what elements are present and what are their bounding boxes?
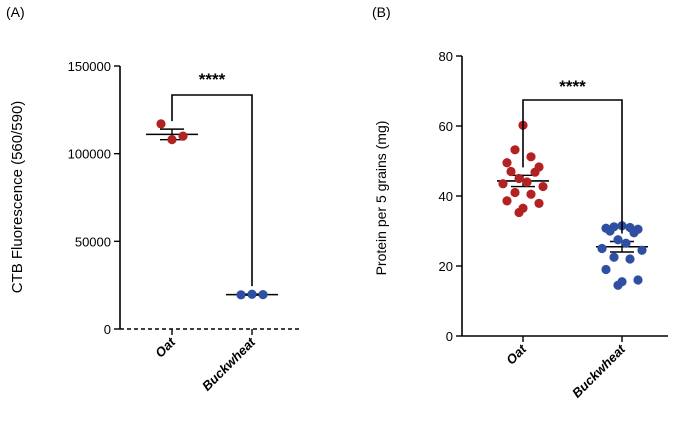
panel-b-label: (B)	[372, 4, 391, 20]
panel-b-significance-bracket	[522, 99, 623, 234]
panel-b-point-oat	[522, 177, 532, 187]
panel-b-point-buckwheat	[609, 252, 619, 262]
panel-b-point-oat	[538, 181, 548, 192]
panel-b-point-oat	[526, 152, 536, 162]
panel-b-point-oat	[510, 187, 520, 198]
panel-b-point-buckwheat	[605, 226, 615, 236]
panel-b-point-oat	[498, 179, 508, 189]
panel-b-y-axis-label: Protein per 5 grains (mg)	[373, 121, 389, 276]
panel-a-y-tick-label: 150000	[68, 59, 111, 74]
panel-b-x-label-buckwheat: Buckwheat	[569, 341, 629, 401]
panel-b-y-tick-label: 0	[446, 329, 453, 344]
panel-a-point-oat	[178, 131, 188, 141]
panel-b-point-buckwheat	[637, 245, 647, 255]
panel-a-point-buckwheat	[236, 290, 246, 300]
panel-a-y-axis-label: CTB Fluorescence (560/590)	[9, 101, 26, 294]
panel-b-point-oat	[502, 196, 512, 206]
panel-b-point-oat	[514, 173, 524, 184]
panel-b-significance-label: ****	[559, 77, 586, 96]
panel-b-point-oat	[534, 198, 544, 208]
panel-a-x-label-oat: Oat	[152, 334, 178, 360]
panel-b: (B) Protein per 5 grains (mg) 020406080 …	[372, 4, 668, 401]
panel-b-point-oat	[514, 207, 524, 218]
panel-b-point-oat	[502, 158, 512, 168]
panel-b-point-buckwheat	[613, 280, 623, 290]
panel-b-x-label-oat: Oat	[503, 341, 529, 367]
panel-a-x-label-buckwheat: Buckwheat	[199, 334, 259, 394]
panel-b-y-tick-label: 60	[439, 119, 453, 134]
panel-a-point-buckwheat	[247, 289, 257, 299]
panel-a-y-tick-label: 100000	[68, 147, 111, 162]
panel-b-y-tick-label: 20	[439, 259, 453, 274]
panel-b-y-tick-label: 80	[439, 49, 453, 64]
panel-b-point-oat	[526, 189, 536, 199]
panel-b-point-buckwheat	[621, 238, 631, 248]
panel-a-y-tick-label: 50000	[75, 234, 111, 249]
panel-a-point-oat	[156, 119, 166, 129]
panel-b-point-oat	[510, 145, 520, 155]
panel-b-point-buckwheat	[629, 228, 639, 238]
panel-a-point-buckwheat	[258, 290, 268, 300]
panel-a-significance-label: ****	[199, 70, 226, 89]
panel-a-significance-bracket	[171, 94, 253, 287]
panel-b-point-oat	[530, 167, 540, 177]
panel-a: (A) CTB Fluorescence (560/590) 0 50000 100…	[6, 4, 300, 394]
panel-a-label: (A)	[6, 4, 25, 20]
panel-b-point-buckwheat	[613, 235, 623, 245]
panel-a-point-oat	[167, 135, 177, 145]
panel-b-point-buckwheat	[633, 275, 643, 285]
panel-b-point-buckwheat	[625, 254, 635, 264]
panel-b-point-oat	[506, 166, 516, 177]
panel-a-y-tick-label: 0	[104, 322, 111, 337]
panel-b-point-buckwheat	[601, 264, 611, 275]
panel-b-y-tick-label: 40	[439, 189, 453, 204]
panel-b-point-buckwheat	[597, 243, 607, 254]
